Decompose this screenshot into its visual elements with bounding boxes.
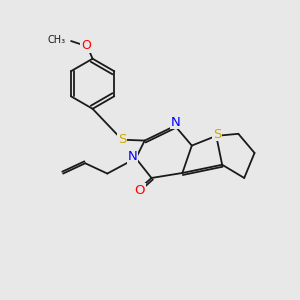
Text: O: O bbox=[81, 39, 91, 52]
Text: O: O bbox=[134, 184, 145, 197]
Text: N: N bbox=[128, 150, 138, 163]
Text: S: S bbox=[213, 128, 221, 141]
Text: S: S bbox=[118, 133, 127, 146]
Text: N: N bbox=[171, 116, 181, 129]
Text: CH₃: CH₃ bbox=[48, 35, 66, 46]
